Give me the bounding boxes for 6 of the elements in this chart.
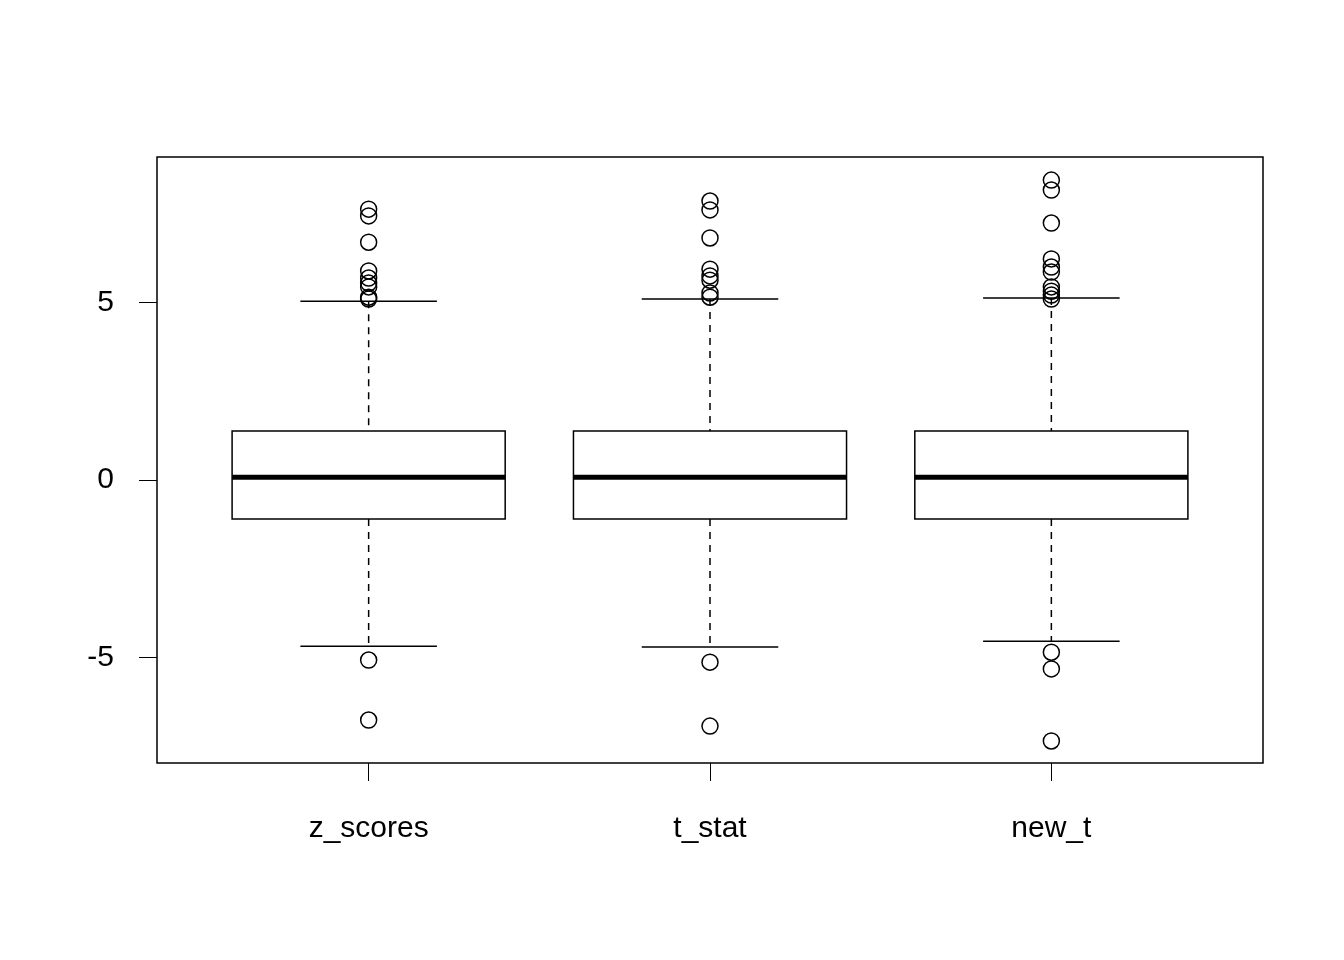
y-tick-label: 0	[97, 461, 114, 495]
x-tick-label: z_scores	[308, 810, 429, 844]
x-tick-label: t_stat	[673, 810, 748, 844]
y-tick-label: 5	[97, 283, 114, 317]
y-tick-label: -5	[87, 638, 114, 672]
x-tick-label: new_t	[1011, 810, 1093, 844]
